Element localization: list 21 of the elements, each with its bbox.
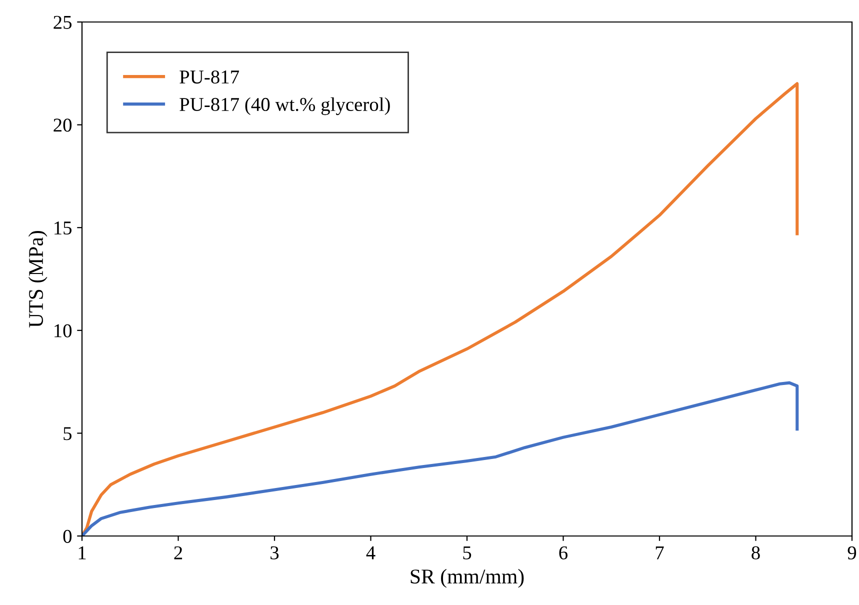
line-series [82, 82, 799, 536]
x-tick-label: 7 [656, 546, 664, 560]
line-series [82, 381, 799, 536]
y-tick-label: 15 [54, 222, 72, 235]
y-axis-title: UTS (MPa) [28, 231, 48, 328]
y-tick-label: 25 [54, 16, 72, 29]
legend-label: PU-817 [180, 70, 240, 84]
x-axis-title: SR (mm/mm) [410, 568, 524, 588]
x-tick-label: 9 [848, 546, 856, 560]
y-tick-label: 0 [63, 530, 72, 543]
x-tick-label: 6 [559, 546, 568, 560]
y-tick-label: 10 [54, 324, 72, 338]
x-tick-label: 4 [366, 546, 376, 560]
x-tick-label: 8 [752, 546, 760, 560]
x-tick-label: 3 [270, 546, 279, 560]
y-tick-label: 20 [54, 118, 72, 132]
y-tick-label: 5 [64, 427, 72, 440]
x-tick-label: 2 [174, 546, 182, 560]
legend-label: PU-817 (40 wt.% glycerol) [180, 97, 390, 116]
x-tick-label: 5 [463, 546, 472, 560]
x-tick-label: 1 [78, 546, 86, 560]
